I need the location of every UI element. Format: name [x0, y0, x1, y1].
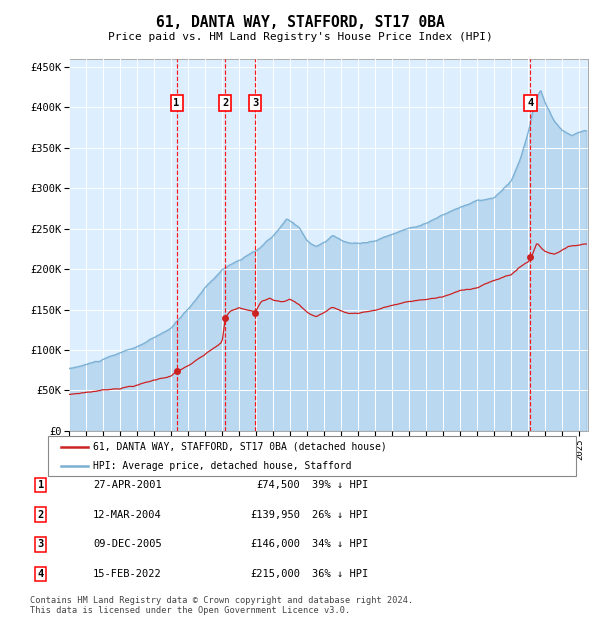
Text: 4: 4	[527, 99, 533, 108]
Text: 12-MAR-2004: 12-MAR-2004	[93, 510, 162, 520]
Text: 2: 2	[222, 99, 229, 108]
FancyBboxPatch shape	[48, 436, 576, 476]
Text: £146,000: £146,000	[250, 539, 300, 549]
Text: Price paid vs. HM Land Registry's House Price Index (HPI): Price paid vs. HM Land Registry's House …	[107, 32, 493, 42]
Text: 1: 1	[173, 99, 179, 108]
Text: HPI: Average price, detached house, Stafford: HPI: Average price, detached house, Staf…	[93, 461, 352, 471]
Text: £215,000: £215,000	[250, 569, 300, 579]
Text: 34% ↓ HPI: 34% ↓ HPI	[312, 539, 368, 549]
Text: Contains HM Land Registry data © Crown copyright and database right 2024.
This d: Contains HM Land Registry data © Crown c…	[30, 596, 413, 615]
Text: 09-DEC-2005: 09-DEC-2005	[93, 539, 162, 549]
Text: 61, DANTA WAY, STAFFORD, ST17 0BA: 61, DANTA WAY, STAFFORD, ST17 0BA	[155, 16, 445, 30]
Text: £139,950: £139,950	[250, 510, 300, 520]
Text: 61, DANTA WAY, STAFFORD, ST17 0BA (detached house): 61, DANTA WAY, STAFFORD, ST17 0BA (detac…	[93, 441, 386, 452]
Text: 3: 3	[252, 99, 258, 108]
Text: 39% ↓ HPI: 39% ↓ HPI	[312, 480, 368, 490]
Text: 3: 3	[38, 539, 44, 549]
Text: 4: 4	[38, 569, 44, 579]
Text: 2: 2	[38, 510, 44, 520]
Text: 1: 1	[38, 480, 44, 490]
Text: 36% ↓ HPI: 36% ↓ HPI	[312, 569, 368, 579]
Text: 27-APR-2001: 27-APR-2001	[93, 480, 162, 490]
Text: 15-FEB-2022: 15-FEB-2022	[93, 569, 162, 579]
Text: 26% ↓ HPI: 26% ↓ HPI	[312, 510, 368, 520]
Text: £74,500: £74,500	[256, 480, 300, 490]
